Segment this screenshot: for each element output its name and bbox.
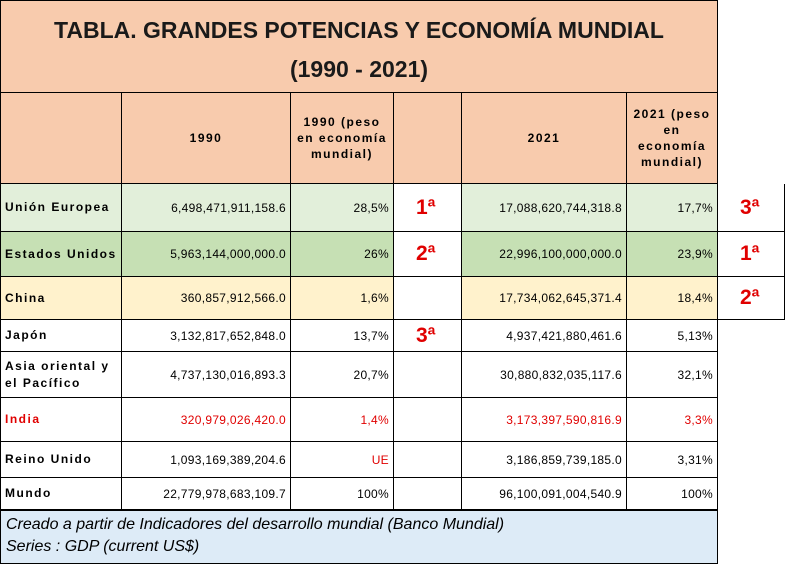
cell-value: 6,498,471,911,158.6	[122, 184, 291, 232]
row-label: Unión Europea	[0, 184, 122, 232]
cell-value: UE	[291, 442, 394, 478]
cell-value: 17,088,620,744,318.8	[462, 184, 627, 232]
cell-value: 28,5%	[291, 184, 394, 232]
rank	[394, 478, 462, 510]
cell-value: 3,186,859,739,185.0	[462, 442, 627, 478]
title-box: TABLA. GRANDES POTENCIAS Y ECONOMÍA MUND…	[0, 0, 718, 93]
cell-value: 100%	[627, 478, 718, 510]
column-header: 1990 (peso en economía mundial)	[291, 93, 394, 184]
cell-value: 96,100,091,004,540.9	[462, 478, 627, 510]
cell-value: 17,7%	[627, 184, 718, 232]
cell-value: 3,3%	[627, 398, 718, 442]
rank: 2ª	[394, 232, 462, 277]
row-label: Estados Unidos	[0, 232, 122, 277]
footer-note: Creado a partir de Indicadores del desar…	[6, 516, 505, 533]
cell-value: 32,1%	[627, 352, 718, 398]
rank	[394, 352, 462, 398]
row-label: Reino Unido	[0, 442, 122, 478]
rank	[394, 442, 462, 478]
cell-value: 3,31%	[627, 442, 718, 478]
row-label: India	[0, 398, 122, 442]
header-cell	[394, 93, 462, 184]
cell-value: 3,132,817,652,848.0	[122, 320, 291, 352]
row-label: Japón	[0, 320, 122, 352]
rank: 2ª	[718, 277, 785, 320]
cell-value: 22,996,100,000,000.0	[462, 232, 627, 277]
footer-note: Series : GDP (current US$)	[6, 538, 200, 555]
cell-value: 1,093,169,389,204.6	[122, 442, 291, 478]
cell-value: 13,7%	[291, 320, 394, 352]
cell-value: 23,9%	[627, 232, 718, 277]
row-label: Mundo	[0, 478, 122, 510]
cell-value: 22,779,978,683,109.7	[122, 478, 291, 510]
cell-value: 360,857,912,566.0	[122, 277, 291, 320]
cell-value: 1,4%	[291, 398, 394, 442]
column-header: 2021	[462, 93, 627, 184]
rank: 1ª	[394, 184, 462, 232]
title: (1990 - 2021)	[289, 56, 429, 82]
cell-value: 5,13%	[627, 320, 718, 352]
cell-value: 3,173,397,590,816.9	[462, 398, 627, 442]
cell-value: 1,6%	[291, 277, 394, 320]
rank: 3ª	[718, 184, 785, 232]
rank	[394, 398, 462, 442]
rank	[394, 277, 462, 320]
cell-value: 100%	[291, 478, 394, 510]
column-header: 1990	[122, 93, 291, 184]
rank: 3ª	[394, 320, 462, 352]
cell-value: 4,937,421,880,461.6	[462, 320, 627, 352]
row-label: Asia oriental y el Pacífico	[0, 352, 122, 398]
cell-value: 18,4%	[627, 277, 718, 320]
header-cell	[0, 93, 122, 184]
title: TABLA. GRANDES POTENCIAS Y ECONOMÍA MUND…	[54, 17, 664, 43]
column-header: 2021 (peso en economía mundial)	[627, 93, 718, 184]
cell-value: 5,963,144,000,000.0	[122, 232, 291, 277]
cell-value: 26%	[291, 232, 394, 277]
cell-value: 20,7%	[291, 352, 394, 398]
cell-value: 17,734,062,645,371.4	[462, 277, 627, 320]
footer: Creado a partir de Indicadores del desar…	[0, 510, 718, 564]
cell-value: 30,880,832,035,117.6	[462, 352, 627, 398]
rank: 1ª	[718, 232, 785, 277]
cell-value: 320,979,026,420.0	[122, 398, 291, 442]
cell-value: 4,737,130,016,893.3	[122, 352, 291, 398]
row-label: China	[0, 277, 122, 320]
